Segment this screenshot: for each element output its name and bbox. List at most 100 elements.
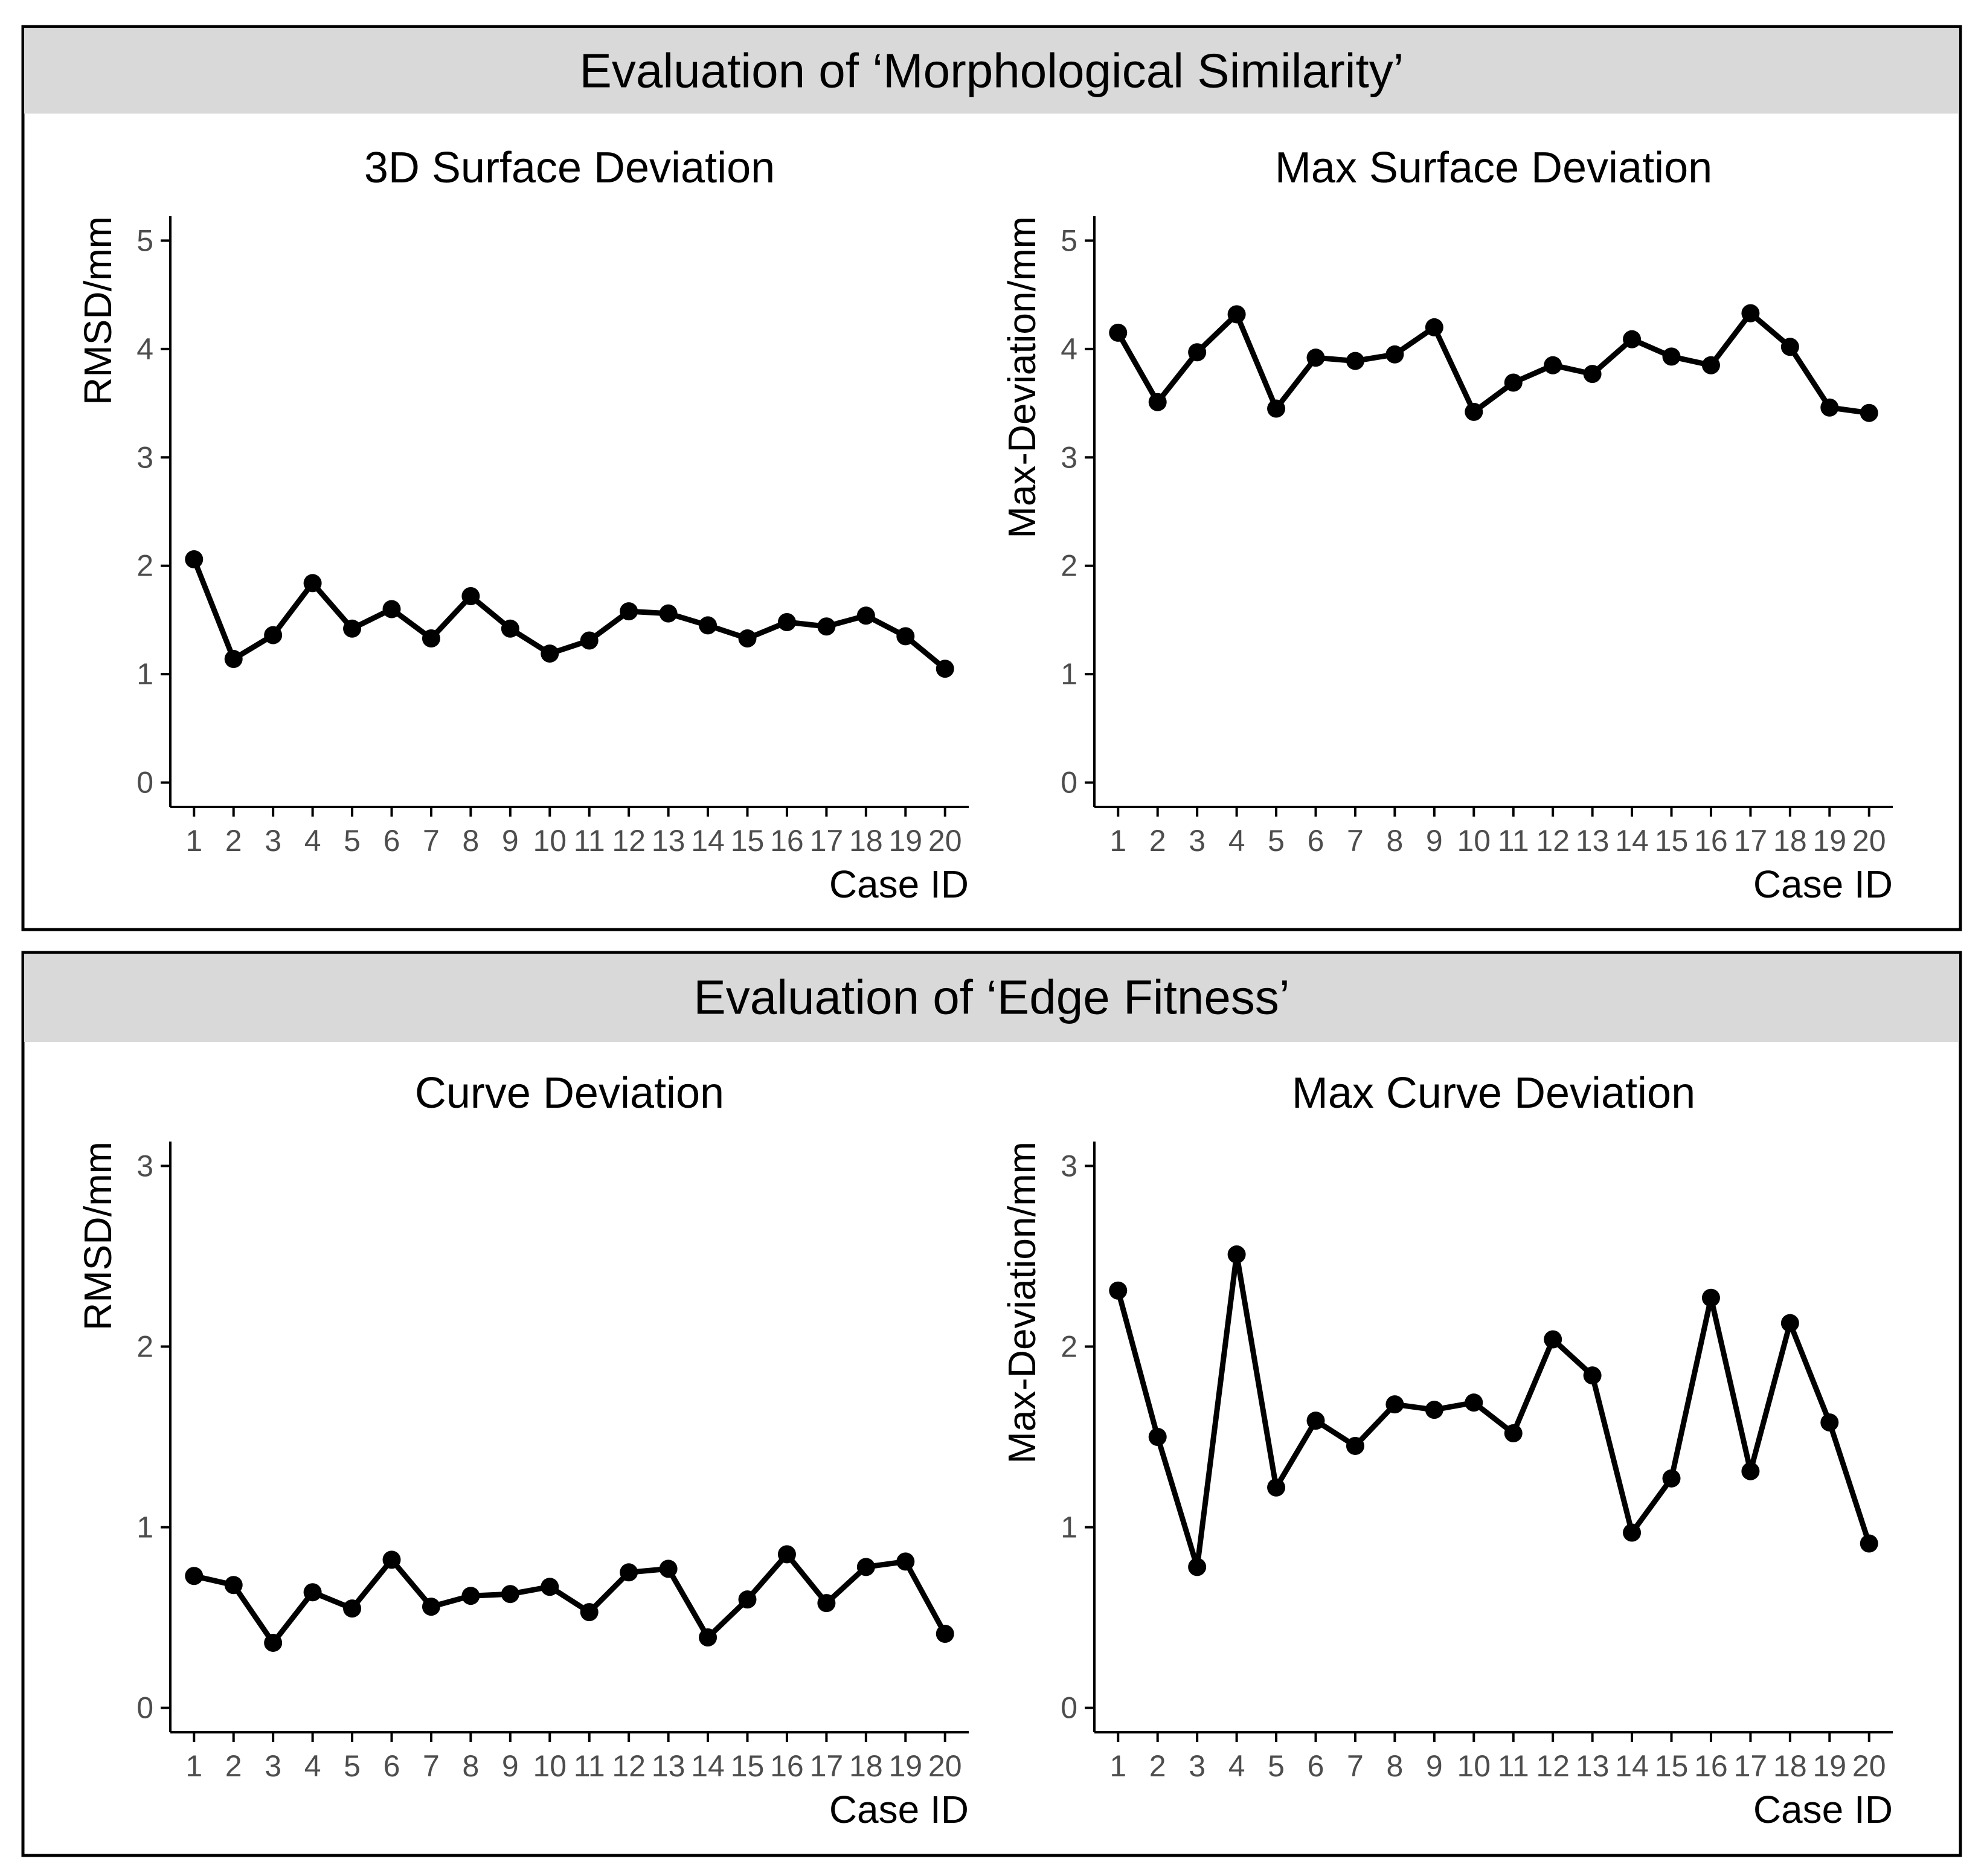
x-tick-label: 8	[462, 1749, 479, 1783]
data-point	[1306, 349, 1325, 367]
x-tick-label: 8	[1386, 1749, 1403, 1783]
x-tick-label: 20	[1852, 824, 1886, 858]
y-axis-label: RMSD/mm	[76, 216, 120, 405]
x-tick-label: 4	[304, 1749, 321, 1783]
data-point	[856, 1558, 875, 1576]
data-point	[264, 1633, 283, 1652]
y-tick-label: 3	[1061, 1149, 1077, 1183]
x-tick-label: 17	[1734, 1749, 1768, 1783]
data-point	[1701, 356, 1720, 374]
y-tick-label: 3	[136, 1149, 153, 1183]
x-tick-label: 2	[225, 824, 242, 858]
data-point	[1306, 1412, 1325, 1430]
data-point	[541, 1578, 559, 1596]
x-tick-label: 12	[612, 824, 646, 858]
data-point	[817, 617, 836, 636]
x-tick-label: 12	[1536, 1749, 1570, 1783]
y-tick-label: 0	[1061, 1691, 1077, 1725]
x-tick-label: 13	[1576, 824, 1610, 858]
x-tick-label: 7	[423, 824, 440, 858]
x-tick-label: 11	[1498, 1749, 1529, 1783]
x-tick-label: 15	[731, 1749, 765, 1783]
data-point	[777, 1545, 796, 1564]
y-axis-label: RMSD/mm	[76, 1142, 120, 1331]
data-point	[1544, 1330, 1562, 1349]
x-tick-label: 3	[1189, 1749, 1205, 1783]
panel-title: Evaluation of ‘Edge Fitness’	[693, 971, 1289, 1024]
data-point	[1504, 373, 1523, 392]
x-tick-label: 13	[1576, 1749, 1610, 1783]
y-tick-label: 2	[1061, 1329, 1077, 1363]
data-point	[1465, 402, 1483, 421]
y-tick-label: 2	[1061, 549, 1077, 583]
x-tick-label: 4	[304, 824, 321, 858]
x-tick-label: 16	[1694, 1749, 1728, 1783]
y-tick-label: 2	[136, 549, 153, 583]
y-axis-label: Max-Deviation/mm	[1000, 216, 1044, 538]
data-point	[422, 629, 440, 647]
x-tick-label: 17	[810, 1749, 844, 1783]
data-point	[422, 1598, 440, 1616]
data-point	[461, 1587, 480, 1605]
data-point	[1346, 1436, 1364, 1455]
data-point	[817, 1594, 836, 1613]
x-tick-label: 2	[1149, 1749, 1166, 1783]
x-tick-label: 7	[1347, 824, 1364, 858]
data-point	[1267, 399, 1286, 418]
series-line	[1115, 310, 1872, 416]
x-tick-label: 3	[265, 1749, 281, 1783]
data-point	[343, 1599, 362, 1618]
data-point	[896, 1552, 915, 1571]
y-tick-label: 4	[136, 332, 153, 366]
x-tick-label: 8	[462, 824, 479, 858]
data-point	[1504, 1424, 1523, 1443]
x-tick-label: 10	[1457, 1749, 1491, 1783]
y-axis-label: Max-Deviation/mm	[1000, 1142, 1044, 1463]
x-tick-label: 7	[1347, 1749, 1364, 1783]
data-point	[1780, 338, 1799, 356]
x-tick-label: 10	[533, 1749, 567, 1783]
data-point	[1741, 1462, 1760, 1480]
x-tick-label: 10	[533, 824, 567, 858]
x-tick-label: 1	[1109, 1749, 1126, 1783]
panel-title-strip	[24, 28, 1959, 114]
x-tick-label: 12	[1536, 824, 1570, 858]
data-point	[1385, 345, 1404, 364]
data-point	[738, 629, 757, 647]
x-tick-label: 14	[691, 1749, 725, 1783]
data-point	[541, 644, 559, 663]
chart-title: Curve Deviation	[415, 1069, 724, 1117]
chart-title: Max Curve Deviation	[1292, 1069, 1695, 1117]
data-point	[1662, 1469, 1681, 1488]
x-tick-label: 2	[225, 1749, 242, 1783]
x-tick-label: 19	[888, 824, 922, 858]
x-tick-label: 16	[1694, 824, 1728, 858]
data-point	[382, 1550, 401, 1569]
data-point	[1701, 1288, 1720, 1307]
data-point	[1227, 1245, 1246, 1264]
x-tick-label: 20	[928, 1749, 962, 1783]
data-point	[1583, 365, 1602, 384]
data-point	[501, 1585, 519, 1604]
data-point	[1148, 393, 1167, 411]
x-tick-label: 15	[731, 824, 765, 858]
data-point	[699, 1628, 718, 1646]
y-tick-label: 1	[1061, 1511, 1077, 1544]
x-tick-label: 1	[185, 1749, 202, 1783]
data-point	[1623, 1523, 1642, 1542]
x-tick-label: 19	[1812, 1749, 1846, 1783]
data-point	[1346, 352, 1364, 370]
data-point	[738, 1590, 757, 1609]
data-point	[343, 619, 362, 638]
data-point	[501, 619, 519, 638]
data-point	[777, 613, 796, 632]
data-point	[580, 1603, 599, 1622]
x-tick-label: 15	[1655, 1749, 1689, 1783]
data-point	[659, 604, 678, 623]
data-point	[896, 627, 915, 646]
y-tick-label: 0	[136, 1691, 153, 1725]
data-point	[580, 631, 599, 650]
data-point	[1227, 305, 1246, 324]
